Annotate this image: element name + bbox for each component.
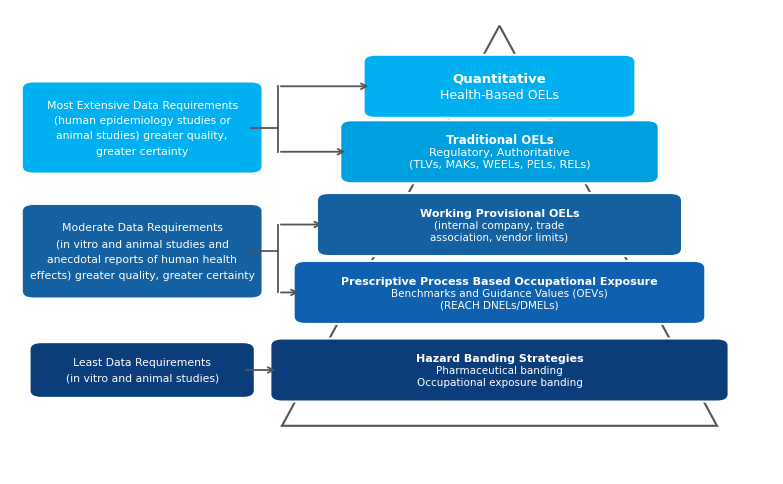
FancyBboxPatch shape [22, 82, 262, 174]
Text: Occupational exposure banding: Occupational exposure banding [417, 377, 583, 387]
FancyBboxPatch shape [270, 339, 729, 402]
Text: greater certainty: greater certainty [96, 146, 188, 156]
Text: Traditional OELs: Traditional OELs [446, 134, 554, 147]
Text: Quantitative: Quantitative [453, 73, 547, 85]
Text: Least Data Requirements: Least Data Requirements [74, 358, 211, 368]
Text: Health-Based OELs: Health-Based OELs [440, 89, 559, 102]
Text: Pharmaceutical banding: Pharmaceutical banding [436, 365, 563, 375]
Text: animal studies) greater quality,: animal studies) greater quality, [56, 131, 228, 141]
Text: Hazard Banding Strategies: Hazard Banding Strategies [416, 353, 583, 363]
Text: (human epidemiology studies or: (human epidemiology studies or [54, 116, 231, 125]
Text: Working Provisional OELs: Working Provisional OELs [420, 208, 579, 218]
Text: (in vitro and animal studies): (in vitro and animal studies) [66, 373, 218, 383]
FancyBboxPatch shape [22, 205, 262, 299]
Text: (REACH DNELs/DMELs): (REACH DNELs/DMELs) [440, 300, 559, 310]
FancyBboxPatch shape [294, 261, 705, 324]
Text: anecdotal reports of human health: anecdotal reports of human health [47, 255, 237, 265]
FancyBboxPatch shape [363, 56, 636, 119]
Text: Most Extensive Data Requirements: Most Extensive Data Requirements [46, 100, 238, 110]
Text: (TLVs, MAKs, WEELs, PELs, RELs): (TLVs, MAKs, WEELs, PELs, RELs) [409, 159, 590, 169]
Text: Regulatory, Authoritative: Regulatory, Authoritative [429, 148, 570, 157]
FancyBboxPatch shape [30, 343, 254, 398]
Text: Moderate Data Requirements: Moderate Data Requirements [62, 223, 222, 233]
FancyBboxPatch shape [317, 194, 682, 257]
FancyBboxPatch shape [341, 121, 659, 184]
Text: association, vendor limits): association, vendor limits) [431, 232, 568, 242]
Text: (in vitro and animal studies and: (in vitro and animal studies and [56, 239, 229, 249]
Text: effects) greater quality, greater certainty: effects) greater quality, greater certai… [30, 271, 254, 280]
Text: (internal company, trade: (internal company, trade [435, 220, 565, 230]
Text: Benchmarks and Guidance Values (OEVs): Benchmarks and Guidance Values (OEVs) [392, 288, 608, 298]
Text: Prescriptive Process Based Occupational Exposure: Prescriptive Process Based Occupational … [341, 276, 658, 286]
